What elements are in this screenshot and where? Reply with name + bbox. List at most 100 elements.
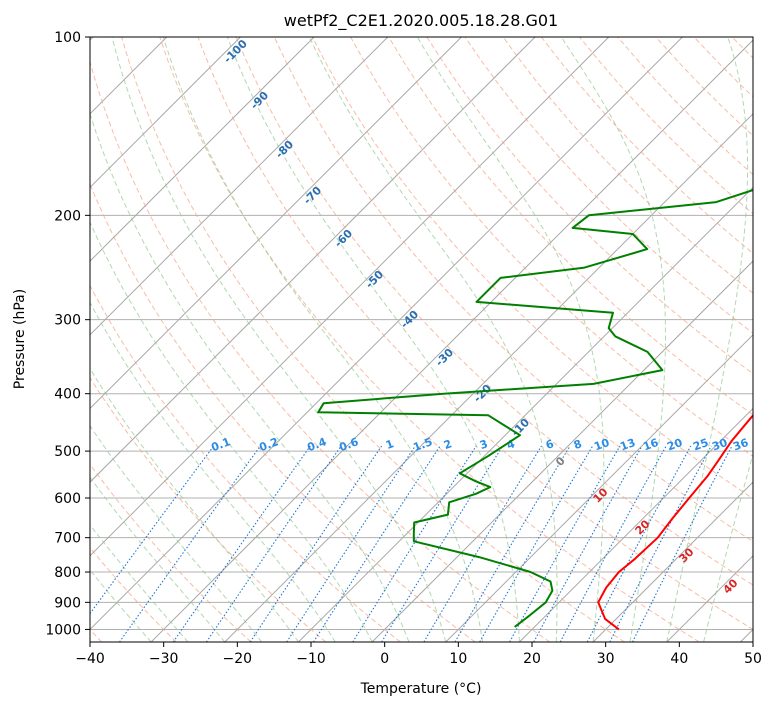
moist-adiabat <box>90 476 226 642</box>
mixing-ratio-label: 0.4 <box>305 435 328 454</box>
moist-adiabat <box>560 37 666 642</box>
y-tick-label: 200 <box>54 208 81 224</box>
dry-adiabats <box>90 37 753 642</box>
mixing-ratio-line <box>479 445 594 642</box>
x-tick-label: 10 <box>449 651 467 667</box>
mixing-ratio-label: 8 <box>572 437 584 452</box>
isotherm-line <box>224 113 753 642</box>
isotherm-line <box>90 37 610 557</box>
mixing-ratio-label: 25 <box>691 436 710 453</box>
dry-adiabat <box>90 376 327 642</box>
moist-adiabat <box>90 112 410 642</box>
mixing-ratio-label: 0.1 <box>209 435 232 454</box>
moist-adiabat <box>90 367 299 642</box>
mixing-ratio-label: 0.6 <box>337 435 360 454</box>
mixing-ratio-line <box>454 445 571 642</box>
mixing-ratio-label: 0.2 <box>257 435 280 454</box>
mixing-ratio-label: 20 <box>665 436 684 454</box>
pressure-gridlines <box>90 37 753 630</box>
isotherm-line <box>371 260 753 642</box>
y-tick-label: 700 <box>54 531 81 547</box>
mixing-ratio-label: 30 <box>710 436 729 454</box>
x-axis-label: Temperature (°C) <box>360 681 482 697</box>
x-tick-label: 0 <box>380 651 389 667</box>
mixing-ratio-line <box>632 445 733 642</box>
mixing-ratio-line <box>286 445 416 642</box>
moist-adiabat <box>162 37 484 642</box>
y-tick-label: 300 <box>54 313 81 329</box>
mixing-ratio-label: 4 <box>505 437 517 452</box>
y-tick-label: 600 <box>54 491 81 507</box>
y-tick-label: 400 <box>54 387 81 403</box>
profile-series <box>317 189 753 631</box>
mixing-ratio-line <box>90 445 215 615</box>
dry-adiabat <box>90 60 551 642</box>
mixing-ratio-labels: 0.1 0.2 0.4 0.6 1 1.5 2 3 4 6 8 10 13 16 20 25 30 36 <box>209 435 750 454</box>
chart-title: wetPf2_C2E1.2020.005.18.28.G01 <box>284 11 558 31</box>
mixing-ratio-label: 36 <box>731 436 750 454</box>
dry-adiabat <box>502 37 753 294</box>
y-tick-label: 100 <box>54 30 81 46</box>
mixing-ratio-label: 2 <box>442 437 454 452</box>
dry-adiabat <box>90 284 401 642</box>
moist-adiabat <box>308 37 558 642</box>
mixing-ratio-label: 13 <box>618 436 637 453</box>
mixing-ratio-line <box>423 445 542 642</box>
moist-adiabats <box>90 37 753 642</box>
dry-adiabat <box>159 37 700 642</box>
dry-adiabat <box>311 37 753 500</box>
x-tick-label: −40 <box>75 651 105 667</box>
plot-frame <box>89 36 754 643</box>
moist-adiabat <box>90 301 336 642</box>
moist-adiabat <box>90 220 373 642</box>
isotherm-line <box>90 37 389 336</box>
mixing-ratio-label: 1 <box>384 437 396 452</box>
x-tick-label: 40 <box>670 651 688 667</box>
isotherm-line <box>90 37 315 262</box>
mixing-ratio-line <box>559 445 667 642</box>
y-tick-label: 500 <box>54 444 81 460</box>
y-tick-label: 800 <box>54 565 81 581</box>
x-tick-label: −10 <box>296 651 326 667</box>
dry-adiabat <box>235 37 753 586</box>
mixing-ratio-label: 16 <box>641 436 660 454</box>
moist-adiabat <box>90 424 263 642</box>
mixing-ratio-line <box>509 445 621 642</box>
isotherm-line <box>90 37 462 410</box>
x-tick-label: −20 <box>223 651 253 667</box>
isotherm-line <box>445 334 753 642</box>
mixing-ratio-label: 3 <box>478 437 490 452</box>
x-tick-label: 50 <box>744 651 762 667</box>
mixing-ratio-label: 1.5 <box>411 435 434 454</box>
dry-adiabat <box>90 182 476 642</box>
x-tick-label: 20 <box>523 651 541 667</box>
mixing-ratio-label: 6 <box>544 437 556 452</box>
x-tick-label: −30 <box>149 651 179 667</box>
isotherm-line <box>150 39 753 642</box>
moist-adiabat <box>226 37 520 642</box>
dry-adiabat <box>426 37 753 375</box>
x-tick-label: 30 <box>597 651 615 667</box>
profile-line <box>317 189 753 628</box>
mixing-ratio-line <box>313 445 441 642</box>
mixing-ratio-label: 10 <box>592 436 611 454</box>
isotherm-line <box>519 407 753 642</box>
moist-adiabat <box>703 452 753 642</box>
dry-adiabat <box>388 37 753 416</box>
profile-line <box>597 413 753 631</box>
x-axis-ticks: −40 −30 −20 −10 0 10 20 30 40 50 <box>75 642 762 667</box>
moist-adiabat <box>416 37 605 642</box>
mixing-ratio-line <box>249 445 383 642</box>
moist-adiabat <box>666 37 749 642</box>
isotherm-line <box>90 37 241 189</box>
dry-adiabat <box>121 37 625 642</box>
y-axis-ticks: 100 200 300 400 500 600 700 800 900 1000 <box>45 30 90 638</box>
mixing-ratio-line <box>352 445 477 642</box>
dry-adiabat <box>90 463 252 642</box>
isotherm-line <box>592 481 753 642</box>
mixing-ratio-line <box>381 445 504 642</box>
mixing-ratio-line <box>172 445 311 642</box>
y-axis-label: Pressure (hPa) <box>12 289 28 389</box>
isotherm-line <box>90 37 536 483</box>
